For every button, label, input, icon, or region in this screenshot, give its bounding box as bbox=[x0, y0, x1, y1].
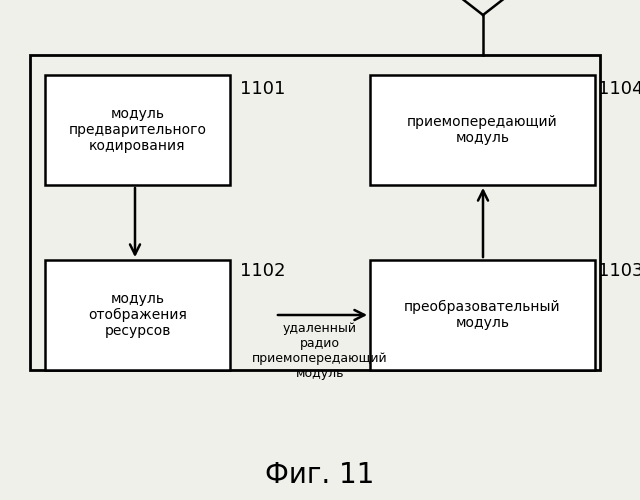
Bar bbox=[30, 55, 600, 370]
Text: преобразовательный
модуль: преобразовательный модуль bbox=[404, 300, 561, 330]
Text: модуль
предварительного
кодирования: модуль предварительного кодирования bbox=[68, 107, 207, 153]
Bar bbox=[370, 260, 595, 370]
Text: 1101: 1101 bbox=[240, 80, 285, 98]
Text: Фиг. 11: Фиг. 11 bbox=[266, 461, 374, 489]
Text: 1103: 1103 bbox=[598, 262, 640, 280]
Text: 1102: 1102 bbox=[240, 262, 285, 280]
Bar bbox=[370, 75, 595, 185]
Bar bbox=[45, 75, 230, 185]
Text: приемопередающий
модуль: приемопередающий модуль bbox=[407, 115, 558, 145]
Bar bbox=[45, 260, 230, 370]
Text: 1104: 1104 bbox=[598, 80, 640, 98]
Text: модуль
отображения
ресурсов: модуль отображения ресурсов bbox=[88, 292, 187, 339]
Text: удаленный
радио
приемопередающий
модуль: удаленный радио приемопередающий модуль bbox=[252, 322, 388, 380]
